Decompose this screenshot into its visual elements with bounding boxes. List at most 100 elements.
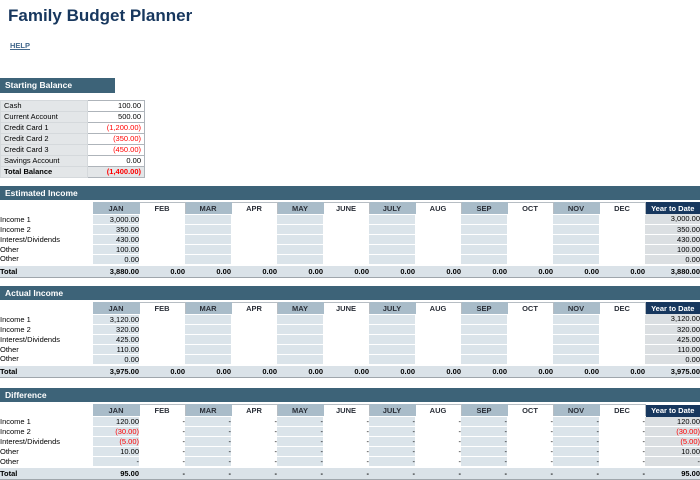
spreadsheet-cell[interactable]: 320.00 xyxy=(93,324,139,335)
spreadsheet-cell[interactable]: - xyxy=(369,436,415,448)
spreadsheet-cell[interactable]: - xyxy=(461,436,507,448)
spreadsheet-cell[interactable] xyxy=(369,324,415,335)
spreadsheet-cell[interactable] xyxy=(599,314,645,325)
spreadsheet-cell[interactable] xyxy=(277,314,323,325)
spreadsheet-cell[interactable]: - xyxy=(139,436,185,448)
spreadsheet-cell[interactable]: - xyxy=(323,426,369,438)
spreadsheet-cell[interactable] xyxy=(277,334,323,345)
spreadsheet-cell[interactable] xyxy=(415,344,461,355)
spreadsheet-cell[interactable]: - xyxy=(231,436,277,448)
year-to-date-cell[interactable]: 100.00 xyxy=(645,244,700,255)
spreadsheet-cell[interactable] xyxy=(415,354,461,366)
spreadsheet-cell[interactable] xyxy=(231,344,277,355)
spreadsheet-cell[interactable]: - xyxy=(323,456,369,469)
spreadsheet-cell[interactable] xyxy=(415,214,461,225)
spreadsheet-cell[interactable]: 100.00 xyxy=(87,99,145,112)
spreadsheet-cell[interactable]: - xyxy=(553,456,599,469)
spreadsheet-cell[interactable] xyxy=(553,314,599,325)
spreadsheet-cell[interactable] xyxy=(599,244,645,255)
spreadsheet-cell[interactable]: 120.00 xyxy=(93,416,139,428)
spreadsheet-cell[interactable] xyxy=(323,214,369,225)
spreadsheet-cell[interactable] xyxy=(461,354,507,366)
total-value-cell[interactable]: 0.00 xyxy=(553,364,599,378)
total-value-cell[interactable]: 0.00 xyxy=(277,264,323,278)
spreadsheet-cell[interactable]: - xyxy=(185,436,231,448)
spreadsheet-cell[interactable] xyxy=(323,354,369,366)
spreadsheet-cell[interactable]: 430.00 xyxy=(93,234,139,245)
year-to-date-cell[interactable]: 3,000.00 xyxy=(645,214,700,225)
spreadsheet-cell[interactable] xyxy=(507,334,553,345)
spreadsheet-cell[interactable] xyxy=(461,234,507,245)
spreadsheet-cell[interactable] xyxy=(461,244,507,255)
total-value-cell[interactable]: (1,400.00) xyxy=(87,165,145,178)
spreadsheet-cell[interactable]: - xyxy=(323,436,369,448)
spreadsheet-cell[interactable] xyxy=(461,314,507,325)
spreadsheet-cell[interactable] xyxy=(323,324,369,335)
spreadsheet-cell[interactable] xyxy=(461,324,507,335)
spreadsheet-cell[interactable]: - xyxy=(231,416,277,428)
spreadsheet-cell[interactable] xyxy=(415,254,461,266)
spreadsheet-cell[interactable]: - xyxy=(599,456,645,469)
spreadsheet-cell[interactable]: - xyxy=(507,456,553,469)
spreadsheet-cell[interactable] xyxy=(369,354,415,366)
spreadsheet-cell[interactable] xyxy=(507,224,553,235)
spreadsheet-cell[interactable] xyxy=(507,234,553,245)
spreadsheet-cell[interactable] xyxy=(277,224,323,235)
spreadsheet-cell[interactable] xyxy=(277,354,323,366)
spreadsheet-cell[interactable]: - xyxy=(323,446,369,458)
spreadsheet-cell[interactable]: - xyxy=(507,446,553,458)
spreadsheet-cell[interactable]: - xyxy=(461,426,507,438)
spreadsheet-cell[interactable]: - xyxy=(599,416,645,428)
spreadsheet-cell[interactable] xyxy=(185,344,231,355)
spreadsheet-cell[interactable] xyxy=(369,344,415,355)
total-value-cell[interactable]: - xyxy=(507,466,553,480)
spreadsheet-cell[interactable] xyxy=(415,224,461,235)
spreadsheet-cell[interactable] xyxy=(415,324,461,335)
total-value-cell[interactable]: 0.00 xyxy=(231,264,277,278)
spreadsheet-cell[interactable]: - xyxy=(507,436,553,448)
spreadsheet-cell[interactable]: - xyxy=(415,456,461,469)
spreadsheet-cell[interactable] xyxy=(553,224,599,235)
spreadsheet-cell[interactable]: 425.00 xyxy=(93,334,139,345)
spreadsheet-cell[interactable]: 0.00 xyxy=(93,254,139,266)
spreadsheet-cell[interactable] xyxy=(507,314,553,325)
spreadsheet-cell[interactable] xyxy=(461,334,507,345)
spreadsheet-cell[interactable] xyxy=(599,354,645,366)
spreadsheet-cell[interactable] xyxy=(461,254,507,266)
year-to-date-cell[interactable]: (30.00) xyxy=(645,426,700,438)
spreadsheet-cell[interactable] xyxy=(553,254,599,266)
spreadsheet-cell[interactable]: - xyxy=(553,436,599,448)
total-value-cell[interactable]: 0.00 xyxy=(323,264,369,278)
spreadsheet-cell[interactable]: - xyxy=(277,446,323,458)
spreadsheet-cell[interactable]: - xyxy=(369,446,415,458)
spreadsheet-cell[interactable]: - xyxy=(415,436,461,448)
total-value-cell[interactable]: - xyxy=(185,466,231,480)
spreadsheet-cell[interactable] xyxy=(461,344,507,355)
spreadsheet-cell[interactable] xyxy=(231,234,277,245)
spreadsheet-cell[interactable]: 500.00 xyxy=(87,110,145,123)
spreadsheet-cell[interactable] xyxy=(139,254,185,266)
spreadsheet-cell[interactable]: - xyxy=(415,416,461,428)
spreadsheet-cell[interactable] xyxy=(507,254,553,266)
spreadsheet-cell[interactable]: 110.00 xyxy=(93,344,139,355)
spreadsheet-cell[interactable] xyxy=(599,334,645,345)
spreadsheet-cell[interactable] xyxy=(231,224,277,235)
help-link[interactable]: HELP xyxy=(10,41,31,51)
spreadsheet-cell[interactable] xyxy=(415,234,461,245)
total-value-cell[interactable]: - xyxy=(415,466,461,480)
total-value-cell[interactable]: 0.00 xyxy=(415,264,461,278)
spreadsheet-cell[interactable] xyxy=(553,234,599,245)
total-value-cell[interactable]: - xyxy=(461,466,507,480)
spreadsheet-cell[interactable]: - xyxy=(139,426,185,438)
spreadsheet-cell[interactable]: - xyxy=(231,446,277,458)
spreadsheet-cell[interactable] xyxy=(461,224,507,235)
spreadsheet-cell[interactable]: - xyxy=(415,426,461,438)
spreadsheet-cell[interactable] xyxy=(139,344,185,355)
total-value-cell[interactable]: 0.00 xyxy=(461,264,507,278)
year-to-date-total-cell[interactable]: 95.00 xyxy=(645,466,700,480)
year-to-date-cell[interactable]: 120.00 xyxy=(645,416,700,428)
spreadsheet-cell[interactable]: (30.00) xyxy=(93,426,139,438)
spreadsheet-cell[interactable] xyxy=(185,214,231,225)
total-value-cell[interactable]: 0.00 xyxy=(139,264,185,278)
total-value-cell[interactable]: - xyxy=(553,466,599,480)
